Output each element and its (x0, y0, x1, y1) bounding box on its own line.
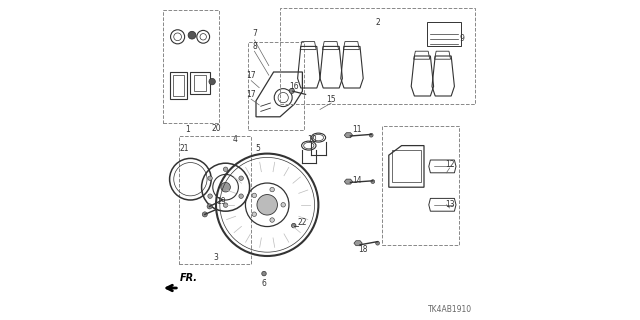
Circle shape (270, 187, 275, 192)
Text: 22: 22 (298, 218, 307, 227)
Polygon shape (354, 241, 362, 246)
Circle shape (188, 31, 196, 39)
Circle shape (270, 218, 275, 222)
Circle shape (292, 223, 296, 228)
Circle shape (202, 212, 207, 217)
Circle shape (207, 204, 212, 209)
Text: 13: 13 (445, 200, 454, 209)
Text: TK4AB1910: TK4AB1910 (428, 305, 472, 314)
Bar (428, 22, 461, 46)
Text: 14: 14 (352, 176, 362, 185)
Polygon shape (344, 179, 353, 184)
Circle shape (221, 182, 230, 192)
Text: 2: 2 (375, 18, 380, 27)
Text: 7: 7 (252, 29, 257, 38)
Circle shape (223, 167, 228, 172)
Text: 19: 19 (216, 197, 226, 206)
Circle shape (262, 271, 266, 276)
Text: 3: 3 (214, 253, 218, 262)
Polygon shape (344, 133, 353, 138)
Text: 11: 11 (352, 125, 362, 134)
Text: 6: 6 (262, 279, 266, 288)
Circle shape (209, 78, 215, 85)
Text: 9: 9 (460, 34, 465, 43)
Text: 20: 20 (211, 124, 221, 132)
Text: 21: 21 (179, 144, 189, 153)
Circle shape (252, 193, 257, 198)
Text: 12: 12 (445, 160, 454, 169)
Circle shape (239, 194, 243, 198)
Circle shape (208, 194, 212, 198)
Text: 10: 10 (307, 135, 317, 144)
Circle shape (239, 176, 243, 180)
Circle shape (376, 241, 380, 245)
Circle shape (281, 203, 285, 207)
Text: 16: 16 (289, 82, 300, 91)
Text: 4: 4 (233, 135, 237, 144)
Circle shape (369, 133, 373, 137)
Text: 15: 15 (326, 95, 336, 104)
Text: 18: 18 (358, 245, 368, 254)
Text: FR.: FR. (180, 273, 198, 283)
Circle shape (257, 195, 278, 215)
Text: 5: 5 (255, 144, 260, 153)
Circle shape (252, 212, 257, 216)
Text: 17: 17 (246, 90, 256, 99)
Text: 8: 8 (252, 42, 257, 51)
Circle shape (289, 88, 294, 93)
Circle shape (371, 180, 375, 184)
Circle shape (223, 203, 228, 207)
Text: 1: 1 (185, 125, 189, 134)
Text: 17: 17 (246, 71, 256, 80)
Circle shape (208, 176, 212, 180)
